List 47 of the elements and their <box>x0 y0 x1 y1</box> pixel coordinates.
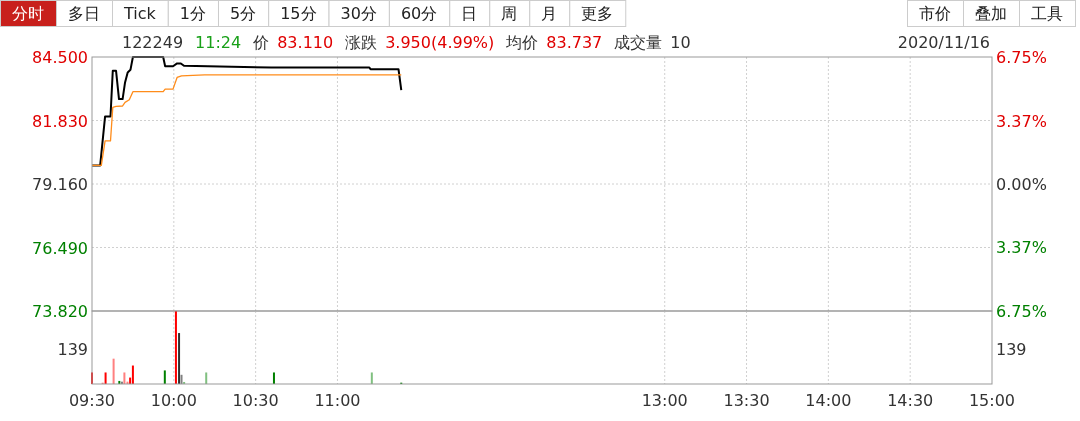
text: 30分 <box>340 4 377 23</box>
text: 价 <box>252 33 270 52</box>
text: 月 <box>541 4 558 23</box>
text: 叠加 <box>975 4 1007 23</box>
y2-tick-label: 0.00% <box>996 175 1047 194</box>
x-tick-label: 10:30 <box>232 391 279 410</box>
y2-tick-label: 3.37% <box>996 238 1047 258</box>
y-tick-label: 81.830 <box>32 111 88 131</box>
text: 周 <box>501 4 518 23</box>
text: 市价 <box>919 4 951 23</box>
x-tick-label: 09:30 <box>68 391 116 410</box>
text: 工具 <box>1031 4 1063 23</box>
text: 15分 <box>280 4 317 23</box>
y-tick-label: 73.820 <box>32 302 88 321</box>
text: 多日 <box>68 4 100 23</box>
text: 1分 <box>179 4 206 23</box>
y2-tick-label: 3.37% <box>996 111 1047 131</box>
text: 139 <box>57 340 88 359</box>
text: 成交量 <box>614 33 663 52</box>
x-tick-label: 14:30 <box>887 391 934 410</box>
y-tick-label: 76.490 <box>32 238 88 258</box>
text: 2020/11/16 <box>897 33 990 52</box>
x-tick-label: 11:00 <box>314 391 361 410</box>
x-tick-label: 13:00 <box>641 391 688 410</box>
text: 11:24 <box>195 33 242 52</box>
text: 3.950(4.99%) <box>385 33 495 52</box>
y-tick-label: 84.500 <box>32 48 88 67</box>
text: 122249 <box>122 33 184 52</box>
x-tick-label: 15:00 <box>968 391 1016 410</box>
x-tick-label: 14:00 <box>805 391 852 410</box>
x-tick-label: 10:00 <box>150 391 197 410</box>
text: 60分 <box>400 4 438 23</box>
y2-tick-label: 6.75% <box>996 302 1047 321</box>
text: 5分 <box>229 4 257 23</box>
text: 10 <box>670 33 691 52</box>
text: 分时 <box>12 4 44 23</box>
text: 83.737 <box>546 33 603 52</box>
text: Tick <box>123 4 157 23</box>
y-tick-label: 79.160 <box>32 175 88 194</box>
y2-tick-label: 6.75% <box>996 48 1047 67</box>
text: 日 <box>461 4 478 23</box>
text: 涨跌 <box>345 33 378 52</box>
text: 更多 <box>581 4 614 23</box>
text: 均价 <box>505 33 539 52</box>
text: 83.110 <box>277 33 334 52</box>
x-tick-label: 13:30 <box>723 391 770 410</box>
text: 139 <box>996 340 1027 359</box>
